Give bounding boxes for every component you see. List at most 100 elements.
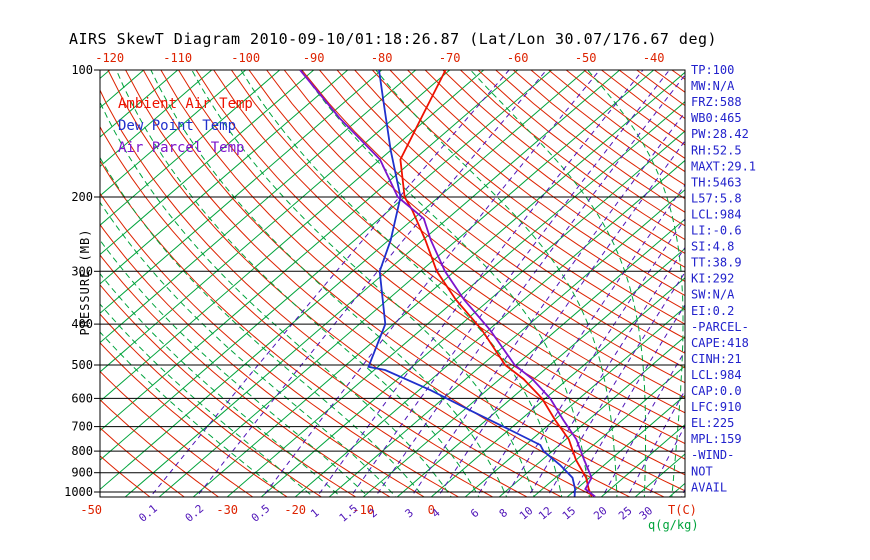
mixing-ratio-line — [262, 70, 601, 497]
pressure-tick-label: 900 — [71, 466, 93, 480]
top-temp-label: -70 — [439, 51, 461, 65]
mixing-ratio-label: 6 — [468, 506, 481, 520]
stat-line: PW:28.42 — [691, 127, 749, 141]
moist-adiabat-line — [240, 70, 563, 497]
top-temp-label: -90 — [303, 51, 325, 65]
mixing-ratio-line — [546, 271, 685, 497]
isotherm-line — [634, 453, 685, 497]
moist-adiabat-line — [587, 70, 684, 497]
grid-layer — [0, 70, 685, 497]
bottom-temp-label: 0 — [428, 503, 435, 517]
stat-line: TP:100 — [691, 63, 734, 77]
mixing-ratio-label: 25 — [616, 504, 635, 522]
stat-line: EI:0.2 — [691, 304, 734, 318]
stat-line: CAPE:418 — [691, 336, 749, 350]
isotherm-line — [100, 70, 587, 491]
mixing-ratio-label: 0.5 — [249, 502, 273, 525]
series-air-parcel-temp — [299, 70, 596, 497]
isotherm-line — [362, 218, 685, 497]
isotherm-line — [464, 306, 685, 497]
isotherm-line — [430, 277, 685, 497]
mixing-ratio-line — [570, 303, 685, 497]
plot-frame — [99, 69, 686, 498]
isotherm-line — [100, 70, 383, 314]
pressure-tick-label: 200 — [71, 190, 93, 204]
mixing-ratio-line — [149, 70, 510, 497]
pressure-tick-label: 300 — [71, 264, 93, 278]
dry-adiabat-line — [178, 70, 685, 476]
dry-adiabat-line — [424, 70, 685, 268]
dry-adiabat-line — [319, 70, 685, 354]
legend-item: Dew Point Temp — [118, 118, 236, 134]
top-temp-label: -100 — [231, 51, 260, 65]
mixing-ratio-label: 10 — [517, 504, 536, 522]
mixing-ratio-line — [316, 70, 644, 497]
moist-adiabat-line — [115, 70, 480, 497]
isotherm-line — [532, 365, 685, 497]
mixing-ratio-label: 3 — [403, 506, 416, 520]
isotherm-line — [100, 70, 213, 168]
stat-line: LI:-0.6 — [691, 224, 742, 238]
stat-line: -WIND- — [691, 448, 734, 462]
isotherm-line — [100, 70, 417, 344]
moist-adiabat-line — [191, 70, 535, 497]
isotherm-line — [158, 70, 655, 497]
isotherm-line — [396, 247, 685, 497]
pressure-tick-label: 100 — [71, 63, 93, 77]
bottom-temp-label: -50 — [80, 503, 102, 517]
isotherm-line — [100, 70, 315, 256]
moist-adiabat-line — [100, 156, 425, 497]
isotherm-line — [192, 71, 685, 497]
moist-adiabat-line — [150, 70, 508, 497]
isotherm-line — [100, 70, 281, 226]
pressure-tick-label: 700 — [71, 420, 93, 434]
pressure-tick-label: 800 — [71, 444, 93, 458]
mixing-ratio-label: 0.2 — [183, 502, 207, 525]
top-temp-label: -50 — [575, 51, 597, 65]
isotherm-line — [0, 70, 42, 497]
stat-line: MW:N/A — [691, 79, 735, 93]
dry-adiabat-line — [654, 70, 685, 93]
mixing-ratio-line — [349, 70, 670, 497]
mixing-ratio-line — [527, 246, 685, 497]
top-temp-label: -80 — [371, 51, 393, 65]
isotherm-line — [100, 70, 553, 461]
top-temp-label: -40 — [643, 51, 665, 65]
mixing-ratio-label: 8 — [497, 506, 510, 520]
pressure-tick-label: 600 — [71, 391, 93, 405]
stat-line: AVAIL — [691, 480, 727, 494]
dry-adiabat-line — [354, 70, 685, 325]
mixing-ratio-label: 2 — [366, 506, 379, 520]
isotherm-line — [294, 159, 685, 497]
stat-line: NOT — [691, 464, 713, 478]
mixing-ratio-line — [195, 70, 547, 497]
stat-line: LCL:984 — [691, 207, 742, 221]
dry-adiabat-line — [336, 70, 685, 340]
moist-adiabat-line — [100, 239, 370, 497]
dry-adiabat-line — [301, 70, 685, 369]
mixing-ratio-label: 0.1 — [136, 502, 160, 525]
moist-adiabat-line — [100, 101, 452, 497]
top-temp-label: -110 — [163, 51, 192, 65]
chart-title: AIRS SkewT Diagram 2010-09-10/01:18:26.8… — [69, 30, 717, 48]
mixing-ratio-line — [476, 183, 685, 497]
stat-line: LFC:910 — [691, 400, 742, 414]
pressure-tick-label: 500 — [71, 358, 93, 372]
pressure-tick-label: 1000 — [64, 485, 93, 499]
series-dew-point-temp — [367, 70, 577, 497]
bottom-temp-label: -10 — [352, 503, 374, 517]
legend-item: Air Parcel Temp — [118, 140, 244, 156]
dry-adiabat-line — [636, 70, 685, 107]
stat-line: -PARCEL- — [691, 320, 749, 334]
moist-adiabat-line — [100, 201, 397, 497]
mixing-unit-label: q(g/kg) — [648, 518, 699, 532]
sounding-curves-layer — [299, 70, 596, 497]
stat-line: TH:5463 — [691, 175, 742, 189]
bottom-temp-label: -20 — [284, 503, 306, 517]
dry-adiabat-line — [495, 70, 685, 213]
mixing-ratio-label: 12 — [536, 504, 555, 522]
dry-adiabat-line — [407, 70, 685, 283]
temp-unit-label: T(C) — [668, 503, 697, 517]
stat-line: EL:225 — [691, 416, 734, 430]
